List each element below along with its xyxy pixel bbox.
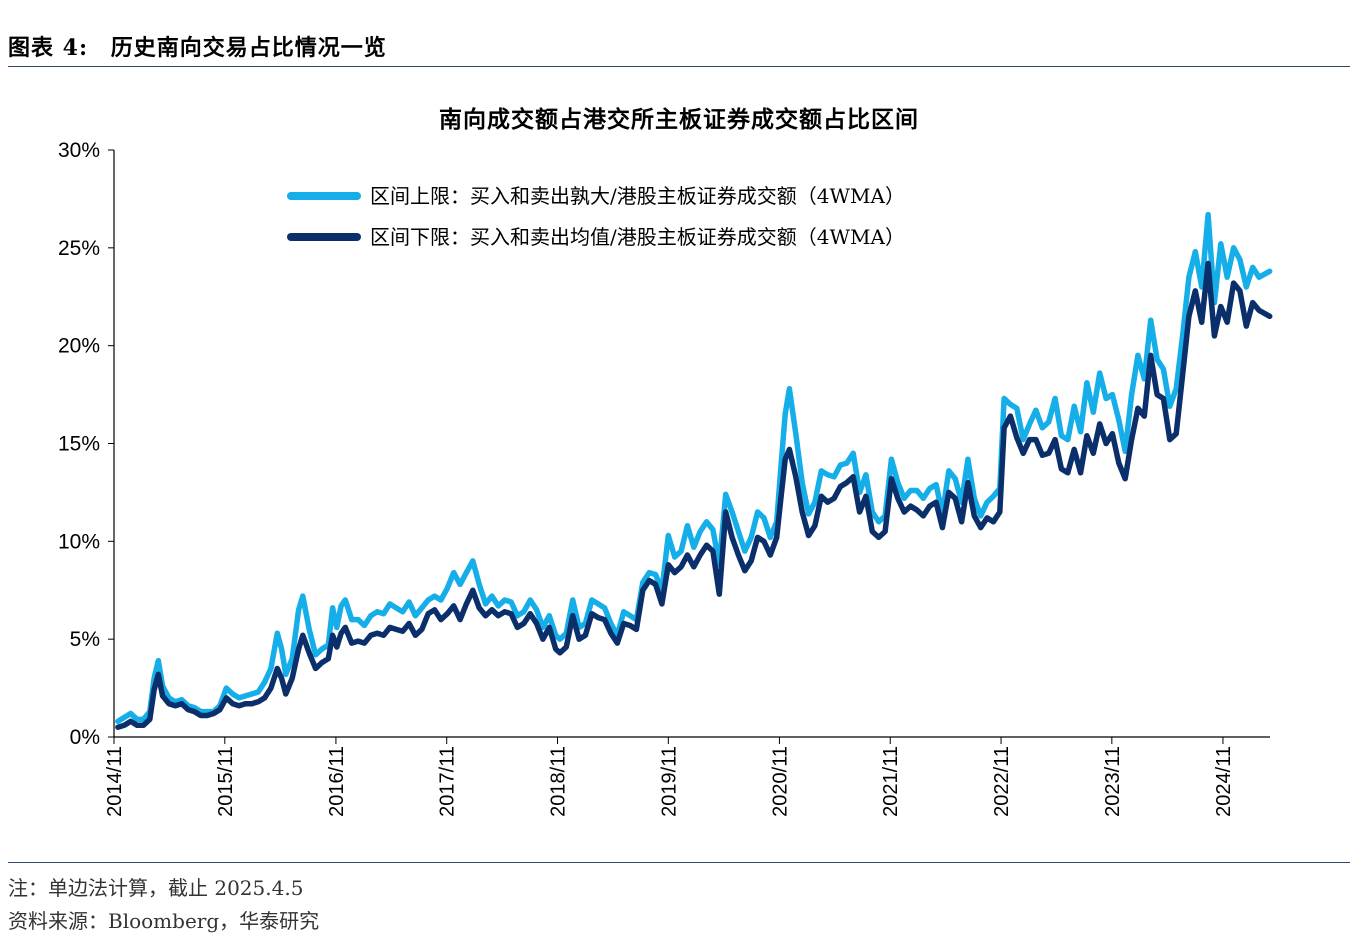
x-tick-label: 2014/11 <box>104 746 126 817</box>
y-tick-label: 0% <box>70 726 100 749</box>
y-tick-label: 15% <box>58 433 100 456</box>
x-tick-label: 2020/11 <box>769 746 791 817</box>
x-tick-label: 2022/11 <box>991 746 1013 817</box>
series-line-1 <box>115 211 1273 725</box>
legend-label-2: 区间下限：买入和卖出均值/港股主板证券成交额（4WMA） <box>370 225 905 249</box>
series-line-2 <box>115 260 1273 730</box>
x-tick-label: 2021/11 <box>880 746 902 817</box>
y-tick-label: 5% <box>70 628 100 651</box>
y-tick-label: 30% <box>58 139 100 162</box>
figure-label: 图表 4: <box>8 35 89 61</box>
figure-header: 图表 4: 历史南向交易占比情况一览 <box>8 30 387 62</box>
chart-title: 南向成交额占港交所主板证券成交额占比区间 <box>439 106 919 133</box>
x-tick-label: 2024/11 <box>1213 746 1235 817</box>
x-tick-label: 2019/11 <box>658 746 680 817</box>
figure-title: 历史南向交易占比情况一览 <box>110 35 387 61</box>
x-tick-label: 2015/11 <box>215 746 237 817</box>
footnote-source: 资料来源：Bloomberg，华泰研究 <box>8 909 320 933</box>
legend-label-1: 区间上限：买入和卖出孰大/港股主板证券成交额（4WMA） <box>370 184 905 208</box>
x-tick-label: 2017/11 <box>437 746 459 817</box>
x-tick-label: 2023/11 <box>1102 746 1124 817</box>
header-rule <box>8 66 1350 67</box>
footer-rule <box>8 862 1350 863</box>
y-tick-label: 25% <box>58 237 100 260</box>
x-tick-label: 2016/11 <box>326 746 348 817</box>
y-tick-label: 20% <box>58 335 100 358</box>
footnote-note: 注：单边法计算，截止 2025.4.5 <box>8 876 304 900</box>
x-tick-label: 2018/11 <box>548 746 570 817</box>
y-tick-label: 10% <box>58 530 100 553</box>
